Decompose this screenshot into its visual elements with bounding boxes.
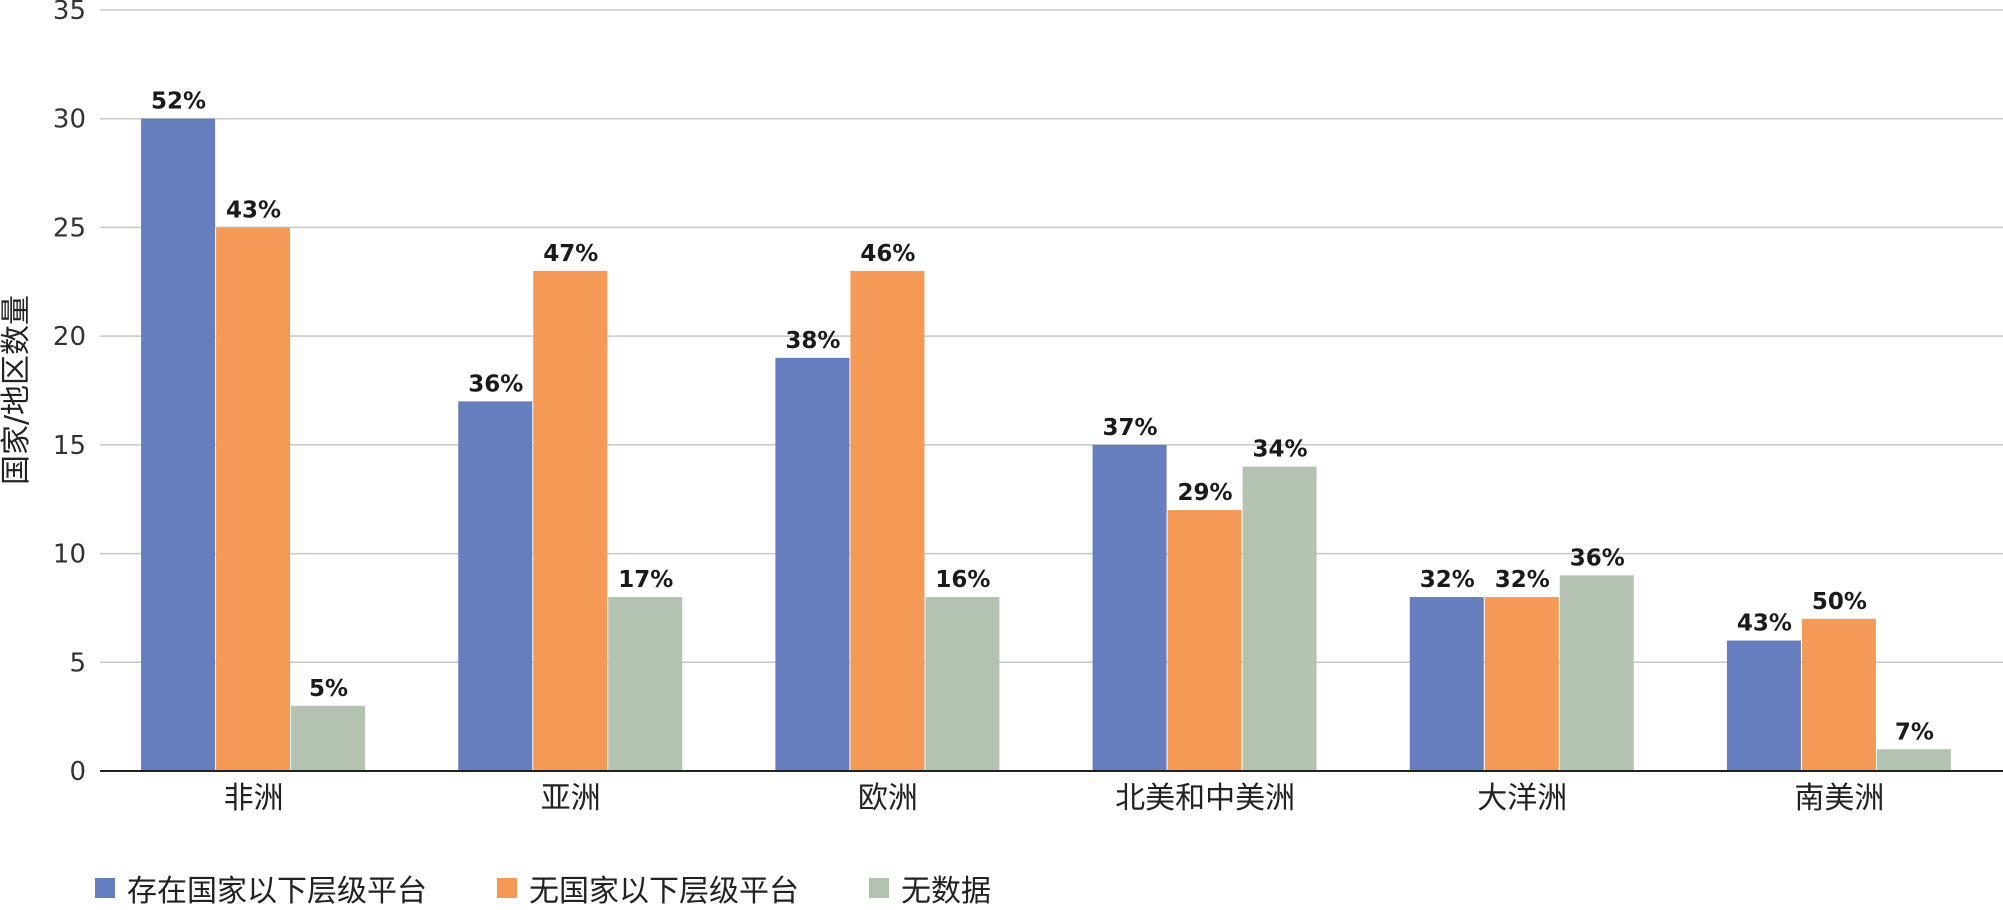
bar [1726, 640, 1801, 771]
legend-swatch [869, 878, 889, 898]
bar-data-label: 38% [785, 328, 840, 354]
x-category-label: 南美洲 [1794, 781, 1884, 816]
bar [1484, 597, 1559, 771]
bar [1092, 444, 1167, 771]
bar [291, 705, 366, 771]
bar-data-label: 34% [1253, 437, 1308, 463]
x-axis-categories: 非洲 亚洲 欧洲 北美和中美洲 大洋洲 南美洲 [224, 781, 1885, 816]
bar [141, 118, 216, 771]
bar-data-label: 5% [309, 676, 348, 702]
x-category-label: 亚洲 [541, 781, 601, 816]
bar-data-label: 16% [935, 567, 990, 593]
bar [216, 227, 291, 771]
legend-label: 无国家以下层级平台 [529, 874, 799, 909]
legend-swatch [497, 878, 517, 898]
bar-data-label: 43% [226, 197, 281, 223]
y-tick-label: 15 [53, 431, 86, 461]
bar-data-label: 36% [468, 371, 523, 397]
y-tick-label: 20 [53, 322, 86, 352]
bar [1167, 510, 1242, 771]
x-category-label: 北美和中美洲 [1115, 781, 1295, 816]
bar-data-label: 50% [1812, 589, 1867, 615]
y-axis-ticks: 0 5 10 15 20 25 30 35 [53, 0, 86, 787]
legend-label: 存在国家以下层级平台 [127, 874, 427, 909]
bar [1559, 575, 1634, 771]
bar [533, 270, 608, 771]
y-tick-label: 30 [53, 105, 86, 135]
bar-data-label: 29% [1178, 480, 1233, 506]
bar-data-label: 36% [1570, 545, 1625, 571]
bar [1876, 749, 1951, 771]
bar [1409, 597, 1484, 771]
bar-data-label: 43% [1737, 611, 1792, 637]
y-tick-label: 35 [53, 0, 86, 26]
legend-item-sub-national-platform: 存在国家以下层级平台 [95, 866, 427, 910]
gridlines [100, 9, 2003, 664]
bar-data-label: 46% [860, 241, 915, 267]
y-tick-label: 5 [69, 648, 86, 678]
y-tick-label: 25 [53, 213, 86, 243]
legend: 存在国家以下层级平台 无国家以下层级平台 无数据 [95, 866, 1061, 910]
bar [1242, 466, 1317, 771]
bar [925, 597, 1000, 771]
x-category-label: 大洋洲 [1477, 781, 1567, 816]
y-axis-label: 国家/地区数量 [0, 295, 34, 485]
legend-item-no-data: 无数据 [869, 866, 991, 910]
bar-data-label: 37% [1103, 415, 1158, 441]
legend-item-no-sub-national-platform: 无国家以下层级平台 [497, 866, 799, 910]
bar-data-label: 32% [1495, 567, 1550, 593]
bar [850, 270, 925, 771]
legend-swatch [95, 878, 115, 898]
bar [458, 401, 533, 771]
bars [141, 118, 1951, 771]
bar-data-label: 7% [1895, 719, 1934, 745]
x-category-label: 非洲 [224, 781, 284, 816]
y-tick-label: 0 [69, 757, 86, 787]
bar-data-label: 47% [543, 241, 598, 267]
bar-data-label: 32% [1420, 567, 1475, 593]
y-tick-label: 10 [53, 540, 86, 570]
x-category-label: 欧洲 [858, 781, 918, 816]
bar [608, 597, 683, 771]
bar [1801, 618, 1876, 771]
data-labels: 52% 43% 5% 36% 47% 17% 38% 46% 16% 37% 29% 34% 32% 32… [151, 89, 1934, 746]
legend-label: 无数据 [901, 874, 991, 909]
bar-data-label: 52% [151, 89, 206, 115]
bar-data-label: 17% [618, 567, 673, 593]
bar [775, 357, 850, 771]
